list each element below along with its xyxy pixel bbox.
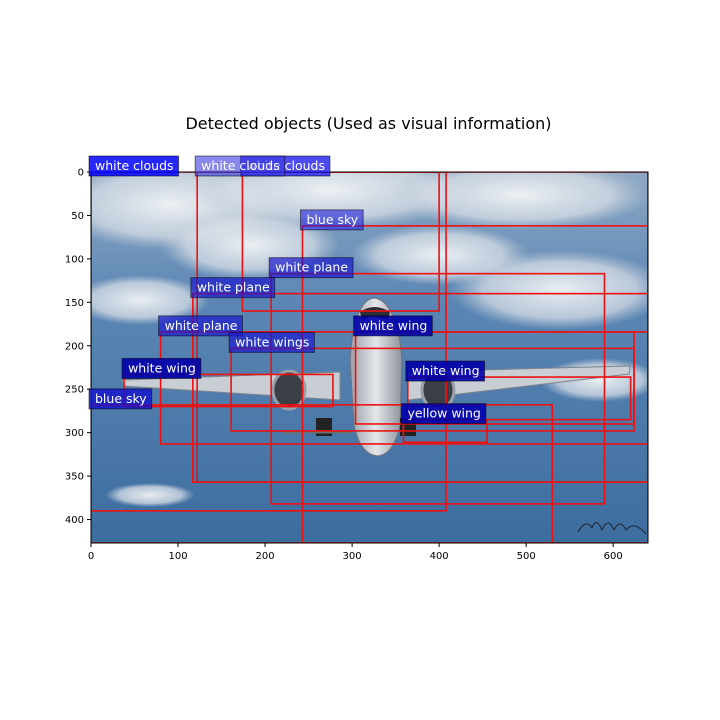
x-tick: 500 — [517, 543, 536, 562]
x-tick: 0 — [88, 543, 94, 562]
left-engine — [271, 369, 307, 411]
detection-label: white clouds — [88, 155, 180, 177]
clouds — [91, 172, 648, 507]
detection-box — [91, 172, 447, 512]
detection-label: white wings — [228, 331, 315, 353]
detection-label: white plane — [268, 257, 354, 279]
y-tick-label: 150 — [65, 298, 84, 309]
detection-label-bg — [228, 331, 315, 353]
x-tick: 600 — [604, 543, 623, 562]
y-tick-label: 400 — [65, 515, 84, 526]
detection-label-text: blue sky — [306, 212, 358, 227]
x-tick-label: 600 — [604, 551, 623, 562]
y-tick-label: 300 — [65, 428, 84, 439]
x-tick: 200 — [256, 543, 275, 562]
y-tick: 150 — [65, 298, 91, 309]
detection-label: blue sky — [299, 209, 364, 231]
detection-label-bg — [121, 357, 202, 379]
y-tick: 50 — [71, 211, 91, 222]
detection-label: white plane — [158, 315, 243, 337]
detection-label: white clouds — [194, 155, 286, 177]
detection-label-text: white plane — [197, 280, 270, 295]
detection-label-text: blue sky — [95, 391, 147, 406]
y-tick-label: 50 — [71, 211, 84, 222]
y-tick-label: 350 — [65, 472, 84, 483]
y-tick-label: 0 — [78, 168, 84, 179]
detection-label-bg — [268, 257, 354, 279]
detection-label-text: white plane — [275, 260, 348, 275]
detection-label-text: white wing — [412, 363, 480, 378]
signature-mark — [577, 522, 647, 535]
x-tick-label: 400 — [430, 551, 449, 562]
y-tick: 350 — [65, 472, 91, 483]
detection-label: white wing — [353, 315, 433, 337]
detection-label-bg — [88, 155, 180, 177]
x-tick: 400 — [430, 543, 449, 562]
plot-frame — [90, 171, 649, 544]
detection-label-text: white clouds — [95, 158, 174, 173]
photo-area — [91, 172, 648, 543]
detection-box — [192, 292, 648, 483]
detection-label-text: white wing — [128, 360, 196, 375]
x-axis: 0 100 200 300 400 500 600 — [88, 543, 623, 562]
y-tick: 300 — [65, 428, 91, 439]
x-tick-label: 100 — [168, 551, 187, 562]
detection-label-text: white wing — [360, 318, 428, 333]
detection-label-bg — [299, 209, 364, 231]
y-tick: 200 — [65, 341, 91, 352]
detection-label-bg — [194, 155, 286, 177]
detection-label: white wing — [405, 360, 486, 382]
detection-label: blue sky — [88, 388, 153, 410]
y-tick-label: 100 — [65, 254, 84, 265]
detection-box — [406, 376, 632, 421]
x-tick-label: 300 — [343, 551, 362, 562]
y-tick-label: 200 — [65, 341, 84, 352]
x-tick-label: 200 — [256, 551, 275, 562]
detection-box — [270, 272, 606, 505]
detection-label-text: white plane — [165, 318, 238, 333]
detection-box — [230, 347, 635, 432]
detection-label-bg — [190, 277, 276, 299]
y-axis: 0 50 100 150 200 250 300 350 400 — [65, 168, 91, 526]
detection-label: yellow wing — [400, 403, 487, 425]
detection-label-text: white clouds — [201, 158, 280, 173]
x-tick-label: 500 — [517, 551, 536, 562]
detection-label: white plane — [190, 277, 276, 299]
detection-label-text: white wings — [235, 334, 309, 349]
y-tick: 400 — [65, 515, 91, 526]
detection-box — [241, 172, 440, 312]
detection-label-text: yellow wing — [407, 406, 480, 421]
detection-label-bg — [400, 403, 487, 425]
x-tick-label: 0 — [88, 551, 94, 562]
detection-label: white wing — [121, 357, 202, 379]
y-tick-label: 250 — [65, 385, 84, 396]
chart-title: Detected objects (Used as visual informa… — [185, 114, 551, 133]
x-tick: 100 — [168, 543, 188, 562]
detection-label-bg — [88, 388, 153, 410]
detection-label-bg — [405, 360, 486, 382]
y-tick: 100 — [65, 254, 91, 265]
detection-label-bg — [158, 315, 243, 337]
detection-label-bg — [353, 315, 433, 337]
x-tick: 300 — [343, 543, 362, 562]
y-tick: 250 — [65, 385, 91, 396]
